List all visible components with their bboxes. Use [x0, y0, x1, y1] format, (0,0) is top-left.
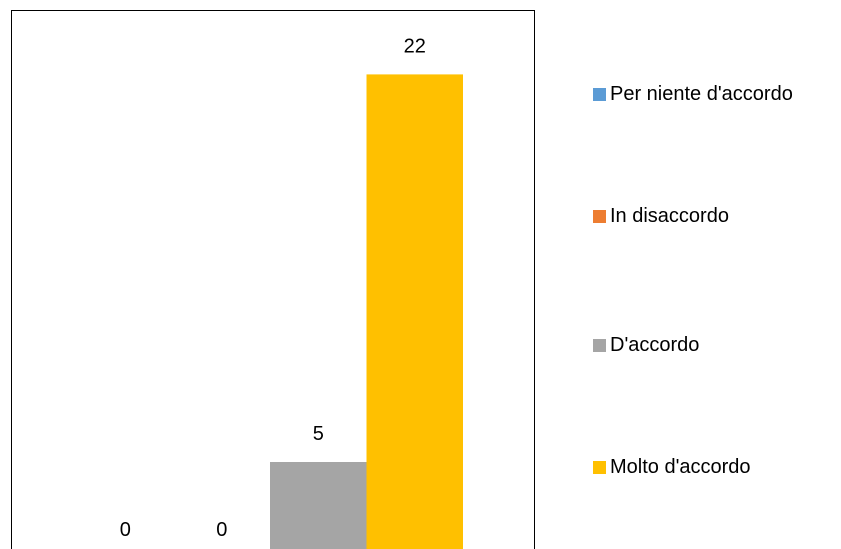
legend-swatch-in-disaccordo	[593, 210, 606, 223]
legend-swatch-molto-d-accordo	[593, 461, 606, 474]
legend-label-per-niente: Per niente d'accordo	[610, 83, 793, 105]
data-label-per-niente: 0	[120, 519, 131, 541]
legend-item-in-disaccordo: In disaccordo	[593, 205, 729, 228]
legend: Per niente d'accordo In disaccordo D'acc…	[593, 0, 841, 549]
data-label-molto-d-accordo: 22	[404, 35, 426, 57]
legend-label-molto-d-accordo: Molto d'accordo	[610, 456, 751, 478]
legend-swatch-per-niente	[593, 88, 606, 101]
legend-label-d-accordo: D'accordo	[610, 334, 700, 356]
data-label-in-disaccordo: 0	[216, 519, 227, 541]
plot-frame	[11, 10, 535, 549]
data-label-d-accordo: 5	[313, 423, 324, 445]
legend-item-molto-d-accordo: Molto d'accordo	[593, 456, 751, 479]
bar-d-accordo	[270, 462, 367, 549]
legend-swatch-d-accordo	[593, 339, 606, 352]
legend-item-per-niente: Per niente d'accordo	[593, 83, 793, 106]
legend-item-d-accordo: D'accordo	[593, 334, 699, 357]
legend-label-in-disaccordo: In disaccordo	[610, 205, 729, 227]
bar-molto-d-accordo	[366, 74, 463, 549]
